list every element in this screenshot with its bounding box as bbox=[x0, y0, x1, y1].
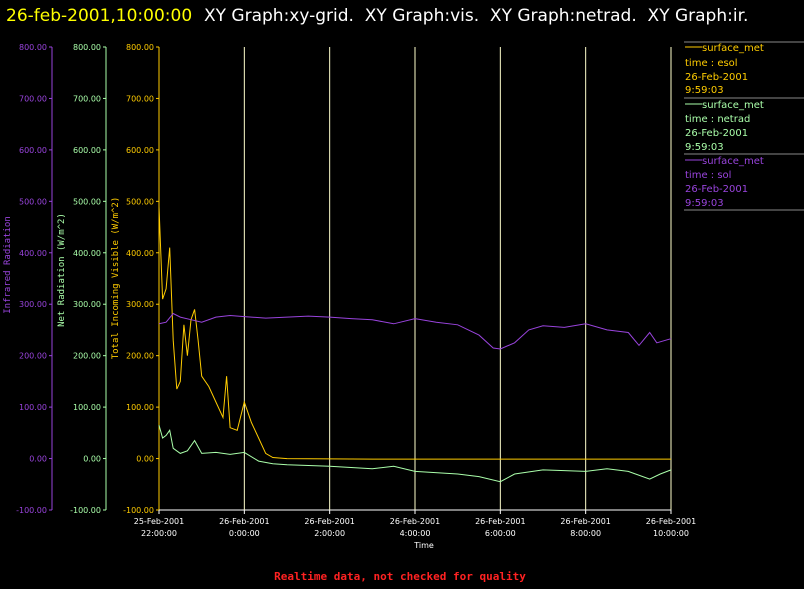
legend-variable: time : esol bbox=[685, 58, 738, 69]
y-tick-label: 300.00 bbox=[19, 300, 47, 309]
legend-entry-netrad: surface_met time : netrad 26-Feb-2001 9:… bbox=[685, 100, 764, 153]
x-tick-time: 6:00:00 bbox=[485, 529, 516, 538]
y-tick-label: 800.00 bbox=[126, 43, 154, 52]
y-tick-label: 500.00 bbox=[73, 197, 101, 206]
y-tick-label: 800.00 bbox=[73, 43, 101, 52]
y-tick-label: 100.00 bbox=[19, 403, 47, 412]
y-tick-label: -100.00 bbox=[16, 506, 47, 515]
legend-date: 26-Feb-2001 bbox=[685, 72, 748, 83]
x-tick-time: 22:00:00 bbox=[141, 529, 177, 538]
legend-date: 26-Feb-2001 bbox=[685, 184, 748, 195]
x-tick-time: 10:00:00 bbox=[653, 529, 689, 538]
y-tick-label: -100.00 bbox=[70, 506, 101, 515]
legend-date: 26-Feb-2001 bbox=[685, 128, 748, 139]
y-tick-label: 500.00 bbox=[126, 197, 154, 206]
y-tick-label: 200.00 bbox=[19, 352, 47, 361]
legend-time: 9:59:03 bbox=[685, 142, 724, 153]
x-tick-time: 2:00:00 bbox=[314, 529, 345, 538]
header-date: 26-feb-2001,10:00:00 bbox=[6, 6, 192, 26]
legend-source: surface_met bbox=[702, 156, 764, 167]
x-tick-time: 4:00:00 bbox=[400, 529, 431, 538]
y-tick-label: 500.00 bbox=[19, 197, 47, 206]
vis-axis-label: Total Incoming Visible (W/m^2) bbox=[111, 197, 121, 360]
y-tick-label: 400.00 bbox=[73, 249, 101, 258]
legend-time: 9:59:03 bbox=[685, 198, 724, 209]
y-tick-label: 600.00 bbox=[126, 146, 154, 155]
vertical-grid bbox=[243, 47, 672, 510]
legend-entry-esol: surface_met time : esol 26-Feb-2001 9:59… bbox=[685, 43, 764, 96]
y-tick-label: 700.00 bbox=[73, 94, 101, 103]
x-tick-time: 8:00:00 bbox=[570, 529, 601, 538]
y-tick-label: 300.00 bbox=[73, 300, 101, 309]
y-tick-label: 700.00 bbox=[126, 94, 154, 103]
y-tick-label: 0.00 bbox=[29, 455, 47, 464]
x-axis-label: Time bbox=[413, 541, 434, 550]
y-tick-label: 200.00 bbox=[126, 352, 154, 361]
legend-source: surface_met bbox=[702, 100, 764, 111]
x-tick-labels: 25-Feb-2001 22:00:00 26-Feb-2001 0:00:00 26-… bbox=[134, 510, 696, 538]
x-tick-date: 26-Feb-2001 bbox=[475, 517, 525, 526]
y-tick-label: 100.00 bbox=[126, 403, 154, 412]
y-tick-labels: 800.00 800.00 800.00 700.00 700.00 700.00 600.… bbox=[16, 43, 159, 515]
y-tick-label: 100.00 bbox=[73, 403, 101, 412]
ir-axis-label: Infrared Radiation bbox=[3, 216, 13, 314]
y-tick-label: 400.00 bbox=[126, 249, 154, 258]
y-tick-label: 700.00 bbox=[19, 94, 47, 103]
legend: surface_met time : esol 26-Feb-2001 9:59… bbox=[684, 41, 804, 211]
y-tick-label: 0.00 bbox=[83, 455, 101, 464]
y-tick-label: 800.00 bbox=[19, 43, 47, 52]
y-tick-label: 600.00 bbox=[73, 146, 101, 155]
series-line-1 bbox=[158, 424, 672, 483]
x-tick-date: 26-Feb-2001 bbox=[560, 517, 610, 526]
y-tick-label: 0.00 bbox=[136, 455, 154, 464]
quality-disclaimer: Realtime data, not checked for quality bbox=[274, 570, 526, 583]
legend-entry-sol: surface_met time : sol 26-Feb-2001 9:59:… bbox=[685, 156, 764, 209]
x-tick-date: 26-Feb-2001 bbox=[646, 517, 696, 526]
y-tick-label: 400.00 bbox=[19, 249, 47, 258]
y-tick-label: 600.00 bbox=[19, 146, 47, 155]
y-tick-label: -100.00 bbox=[123, 506, 154, 515]
series-line-0 bbox=[158, 206, 671, 460]
header-graphs: XY Graph:xy-grid. XY Graph:vis. XY Graph… bbox=[204, 6, 748, 26]
legend-time: 9:59:03 bbox=[685, 85, 724, 96]
x-tick-time: 0:00:00 bbox=[229, 529, 260, 538]
x-tick-date: 26-Feb-2001 bbox=[304, 517, 354, 526]
x-tick-date: 26-Feb-2001 bbox=[219, 517, 269, 526]
legend-variable: time : sol bbox=[685, 170, 731, 181]
y-tick-label: 300.00 bbox=[126, 300, 154, 309]
x-tick-date: 26-Feb-2001 bbox=[390, 517, 440, 526]
y-tick-label: 200.00 bbox=[73, 352, 101, 361]
net-axis-label: Net Radiation (W/m^2) bbox=[57, 213, 67, 327]
legend-source: surface_met bbox=[702, 43, 764, 54]
series-lines bbox=[158, 206, 672, 483]
legend-variable: time : netrad bbox=[685, 114, 750, 125]
series-line-2 bbox=[158, 312, 672, 350]
x-tick-date: 25-Feb-2001 bbox=[134, 517, 184, 526]
